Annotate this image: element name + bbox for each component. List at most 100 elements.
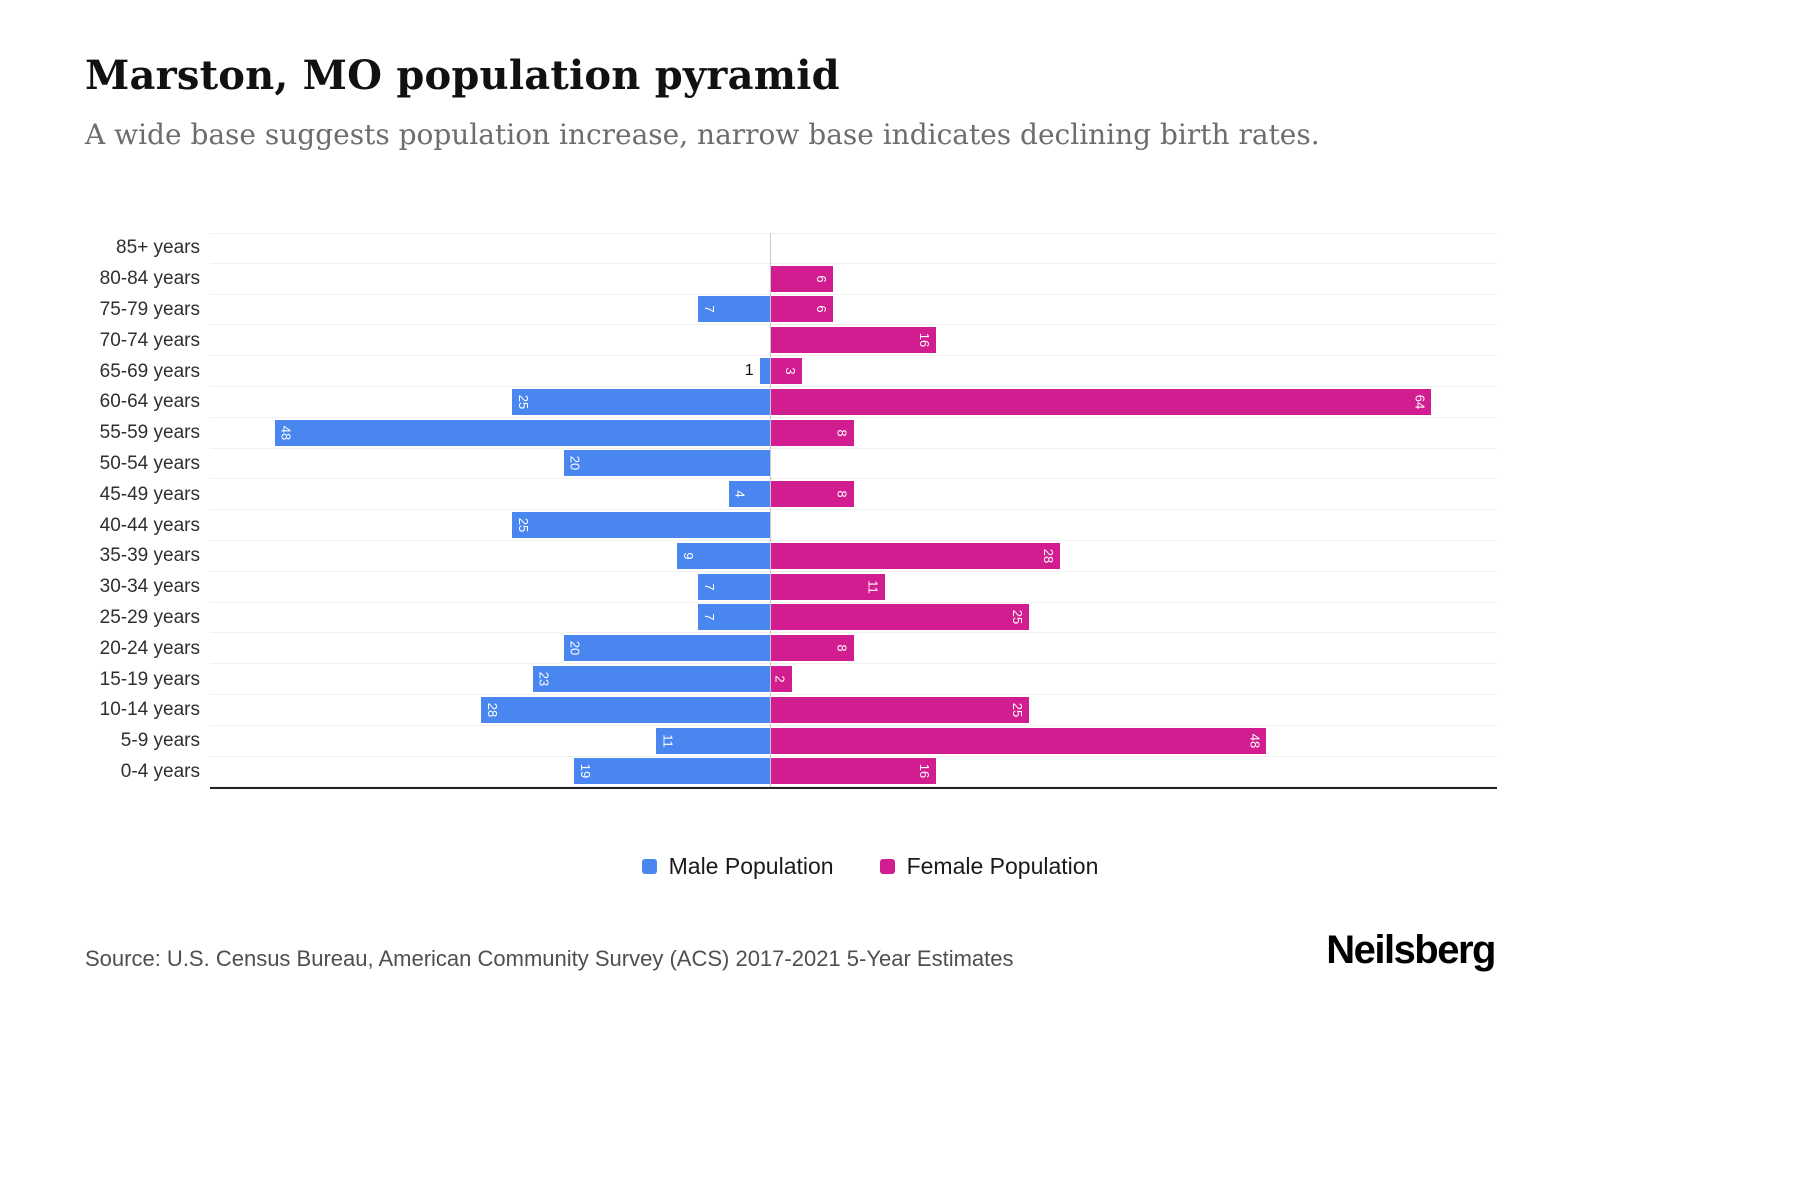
chart-row: 75-79 years 7 6 [70,295,1497,326]
row-plot: 7 11 [210,572,1497,603]
age-group-label: 55-59 years [99,422,200,444]
male-population-bar: 4 [728,481,770,508]
male-population-bar: 25 [512,512,770,539]
age-group-label: 0-4 years [120,760,200,782]
male-population-bar: 9 [677,542,770,569]
bar-value-label: 25 [516,394,531,410]
chart-row: 55-59 years 48 8 [70,418,1497,449]
bar-value-label: 7 [701,613,717,622]
bar-value-label: 6 [813,305,829,314]
age-group-label: 15-19 years [99,668,200,690]
neilsberg-logo: Neilsberg [1326,928,1496,972]
chart-row: 70-74 years 16 [70,325,1497,357]
row-plot: 28 25 [210,695,1497,726]
male-population-bar: 11 [656,727,770,754]
bar-value-label: 6 [813,275,829,283]
age-group-label: 70-74 years [99,329,200,351]
female-population-bar: 25 [771,604,1029,631]
bar-value-label: 25 [516,517,531,533]
female-population-bar: 16 [771,758,937,785]
age-group-label: 30-34 years [99,576,200,598]
chart-subtitle: A wide base suggests population increase… [85,118,1320,151]
female-population-bar: 48 [771,727,1267,754]
chart-row: 65-69 years 1 3 [70,356,1497,387]
chart-row: 25-29 years 7 25 [70,603,1497,634]
age-group-label: 10-14 years [99,699,200,721]
chart-row: 40-44 years 25 [70,510,1497,541]
legend-label-female: Female Population [906,853,1099,879]
female-swatch-icon [879,859,895,874]
age-group-label: 5-9 years [120,730,200,752]
female-population-bar: 8 [771,419,854,446]
chart-row: 20-24 years 20 8 [70,633,1497,665]
female-population-bar: 6 [771,296,833,323]
bar-value-label: 11 [865,579,881,594]
female-population-bar: 8 [771,481,854,508]
bar-value-label: 16 [917,764,933,779]
bar-value-label: 1 [744,362,754,380]
center-axis-line [770,233,771,788]
bar-value-label: 23 [536,671,552,687]
row-plot: 20 8 [210,633,1497,665]
bar-value-label: 7 [701,583,717,591]
female-population-bar: 25 [771,696,1029,723]
legend-item-female[interactable]: Female Population [879,853,1099,880]
row-plot: 48 8 [210,418,1497,449]
female-population-bar: 28 [771,542,1060,569]
source-attribution: Source: U.S. Census Bureau, American Com… [85,946,1014,971]
female-population-bar: 11 [771,573,885,600]
age-group-label: 20-24 years [99,637,200,659]
age-group-label: 25-29 years [99,606,200,628]
male-population-bar: 7 [697,573,770,600]
chart-row: 5-9 years 11 48 [70,726,1497,757]
chart-row: 45-49 years 4 8 [70,479,1497,511]
chart-title: Marston, MO population pyramid [85,52,840,99]
row-plot: 25 64 [210,387,1497,418]
male-population-bar: 23 [532,666,770,693]
row-plot: 19 16 [210,757,1497,788]
bar-value-label: 2 [772,675,788,683]
bar-value-label: 8 [834,490,850,498]
legend-item-male[interactable]: Male Population [641,853,834,880]
male-population-bar: 19 [573,758,770,785]
bar-value-label: 25 [1010,702,1025,718]
bar-value-label: 48 [278,425,294,440]
bar-value-label: 7 [701,305,717,314]
male-population-bar: 48 [274,419,770,446]
chart-row: 0-4 years 19 16 [70,757,1497,788]
x-axis-line [210,787,1497,790]
bar-value-label: 4 [732,490,748,498]
chart-row: 30-34 years 7 11 [70,572,1497,603]
age-group-label: 40-44 years [99,514,200,536]
bar-value-label: 3 [782,367,798,375]
chart-row: 60-64 years 25 64 [70,387,1497,418]
female-population-bar: 8 [771,635,854,662]
bar-value-label: 8 [834,644,850,652]
age-group-label: 50-54 years [99,452,200,474]
male-population-bar: 28 [481,696,770,723]
age-group-label: 85+ years [116,237,200,259]
bar-value-label: 25 [1010,610,1025,625]
chart-row: 35-39 years 9 28 [70,541,1497,572]
male-population-bar: 25 [512,388,770,415]
row-plot: 23 2 [210,664,1497,695]
chart-plot-area: 85+ years 80-84 years 6 75-79 years 7 6 70-74 … [70,233,1497,788]
female-population-bar: 2 [771,666,792,693]
row-plot: 16 [210,325,1497,357]
chart-row: 15-19 years 23 2 [70,664,1497,695]
bar-value-label: 9 [681,552,697,560]
bar-value-label: 64 [1412,394,1428,410]
bar-value-label: 20 [567,456,583,471]
bar-value-label: 16 [917,333,933,348]
row-plot [210,233,1497,264]
row-plot: 11 48 [210,726,1497,757]
chart-row: 50-54 years 20 [70,449,1497,480]
chart-row: 85+ years [70,233,1497,264]
male-population-bar: 20 [563,450,770,477]
age-group-label: 65-69 years [99,360,200,382]
bar-value-label: 28 [1040,548,1056,564]
row-plot: 7 25 [210,603,1497,634]
